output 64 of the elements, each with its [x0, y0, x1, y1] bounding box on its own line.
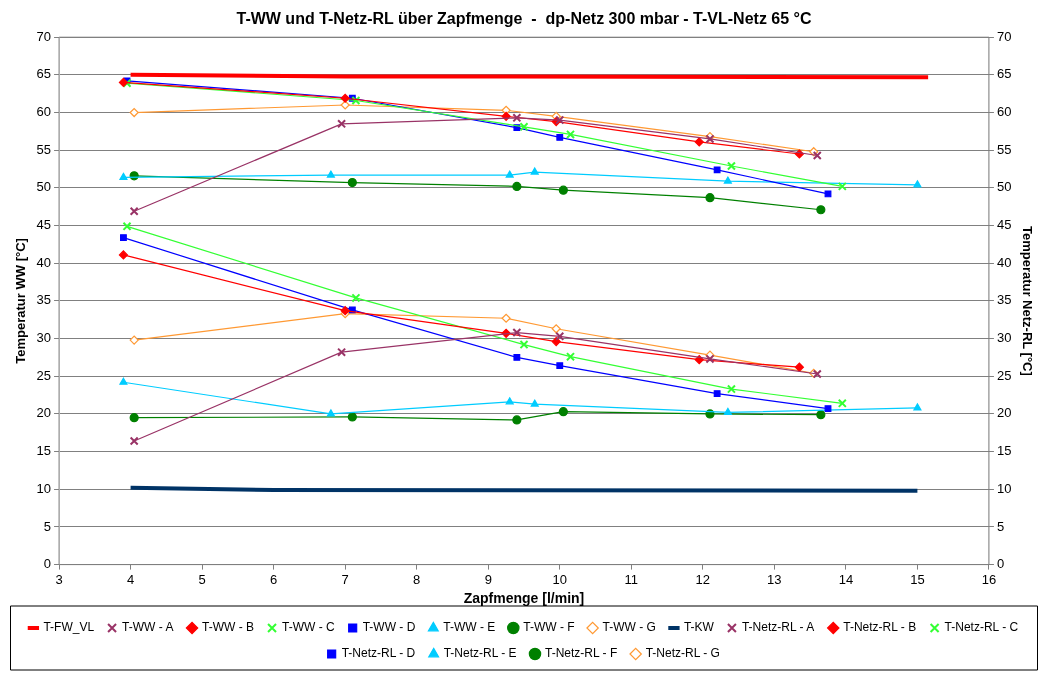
x-tick-label: 12	[695, 571, 711, 587]
x-tick-label: 9	[484, 571, 492, 587]
y-tick-label: 70	[36, 28, 52, 44]
legend-label: T-KW	[683, 620, 715, 635]
y2-tick-label: 30	[996, 330, 1012, 346]
y2-tick-label: 5	[996, 518, 1005, 534]
legend-label: T-Netz-RL - F	[545, 646, 618, 661]
x-tick-label: 4	[126, 571, 135, 587]
legend-label: T-FW_VL	[43, 620, 95, 635]
y-tick-label: 50	[36, 179, 52, 195]
y-tick-label: 55	[36, 141, 52, 157]
legend-label: T-WW - B	[202, 620, 255, 635]
x-tick-label: 6	[270, 571, 278, 587]
y2-tick-label: 40	[996, 254, 1012, 270]
y-tick-label: 60	[36, 104, 52, 120]
y2-tick-label: 20	[996, 405, 1012, 421]
x-tick-label: 5	[198, 571, 206, 587]
y-tick-label: 25	[36, 367, 52, 383]
legend-label: T-Netz-RL - G	[645, 646, 720, 661]
legend-label: T-WW - E	[443, 620, 496, 635]
x-tick-label: 7	[341, 571, 349, 587]
y-tick-label: 10	[36, 480, 52, 496]
legend-label: T-Netz-RL - D	[341, 646, 416, 661]
x-tick-label: 16	[981, 571, 997, 587]
y-tick-label: 0	[43, 556, 52, 572]
y2-tick-label: 55	[996, 141, 1012, 157]
x-tick-label: 11	[624, 571, 639, 587]
y2-tick-label: 45	[996, 217, 1012, 233]
x-tick-label: 15	[910, 571, 925, 587]
x-tick-label: 10	[552, 571, 567, 587]
y2-tick-label: 25	[996, 367, 1012, 383]
x-tick-label: 3	[55, 571, 63, 587]
y2-tick-label: 50	[996, 179, 1012, 195]
y2-axis-title: Temperatur Netz-RL [°C]	[1019, 225, 1035, 376]
legend-label: T-Netz-RL - E	[443, 646, 517, 661]
y2-tick-label: 65	[996, 66, 1012, 82]
legend-label: T-WW - A	[122, 620, 174, 635]
y-tick-label: 40	[36, 254, 52, 270]
y-tick-label: 20	[36, 405, 52, 421]
y2-tick-label: 15	[996, 443, 1012, 459]
chart-title: T-WW und T-Netz-RL über Zapfmenge - dp-Netz 300 mbar - T-VL-Netz 65 °C	[236, 10, 812, 28]
legend-label: T-Netz-RL - C	[944, 620, 1019, 635]
y2-tick-label: 0	[996, 556, 1005, 572]
y2-tick-label: 10	[996, 480, 1012, 496]
y-axis-title: Temperatur WW [°C]	[13, 238, 29, 364]
y2-tick-label: 60	[996, 104, 1012, 120]
y-tick-label: 65	[36, 66, 52, 82]
y-tick-label: 45	[36, 217, 52, 233]
x-tick-label: 8	[413, 571, 421, 587]
x-tick-label: 14	[838, 571, 854, 587]
legend-label: T-Netz-RL - A	[741, 620, 815, 635]
y2-tick-label: 35	[996, 292, 1012, 308]
x-axis-title: Zapfmenge [l/min]	[463, 590, 585, 607]
legend-label: T-Netz-RL - B	[843, 620, 917, 635]
legend-label: T-WW - D	[362, 620, 416, 635]
y-tick-label: 30	[36, 330, 52, 346]
y-tick-label: 35	[36, 292, 52, 308]
legend-label: T-WW - G	[602, 620, 656, 635]
legend-label: T-WW - C	[282, 620, 336, 635]
y-tick-label: 15	[36, 443, 52, 459]
legend-label: T-WW - F	[523, 620, 575, 635]
y-tick-label: 5	[43, 518, 52, 534]
y2-tick-label: 70	[996, 28, 1012, 44]
x-tick-label: 13	[767, 571, 782, 587]
